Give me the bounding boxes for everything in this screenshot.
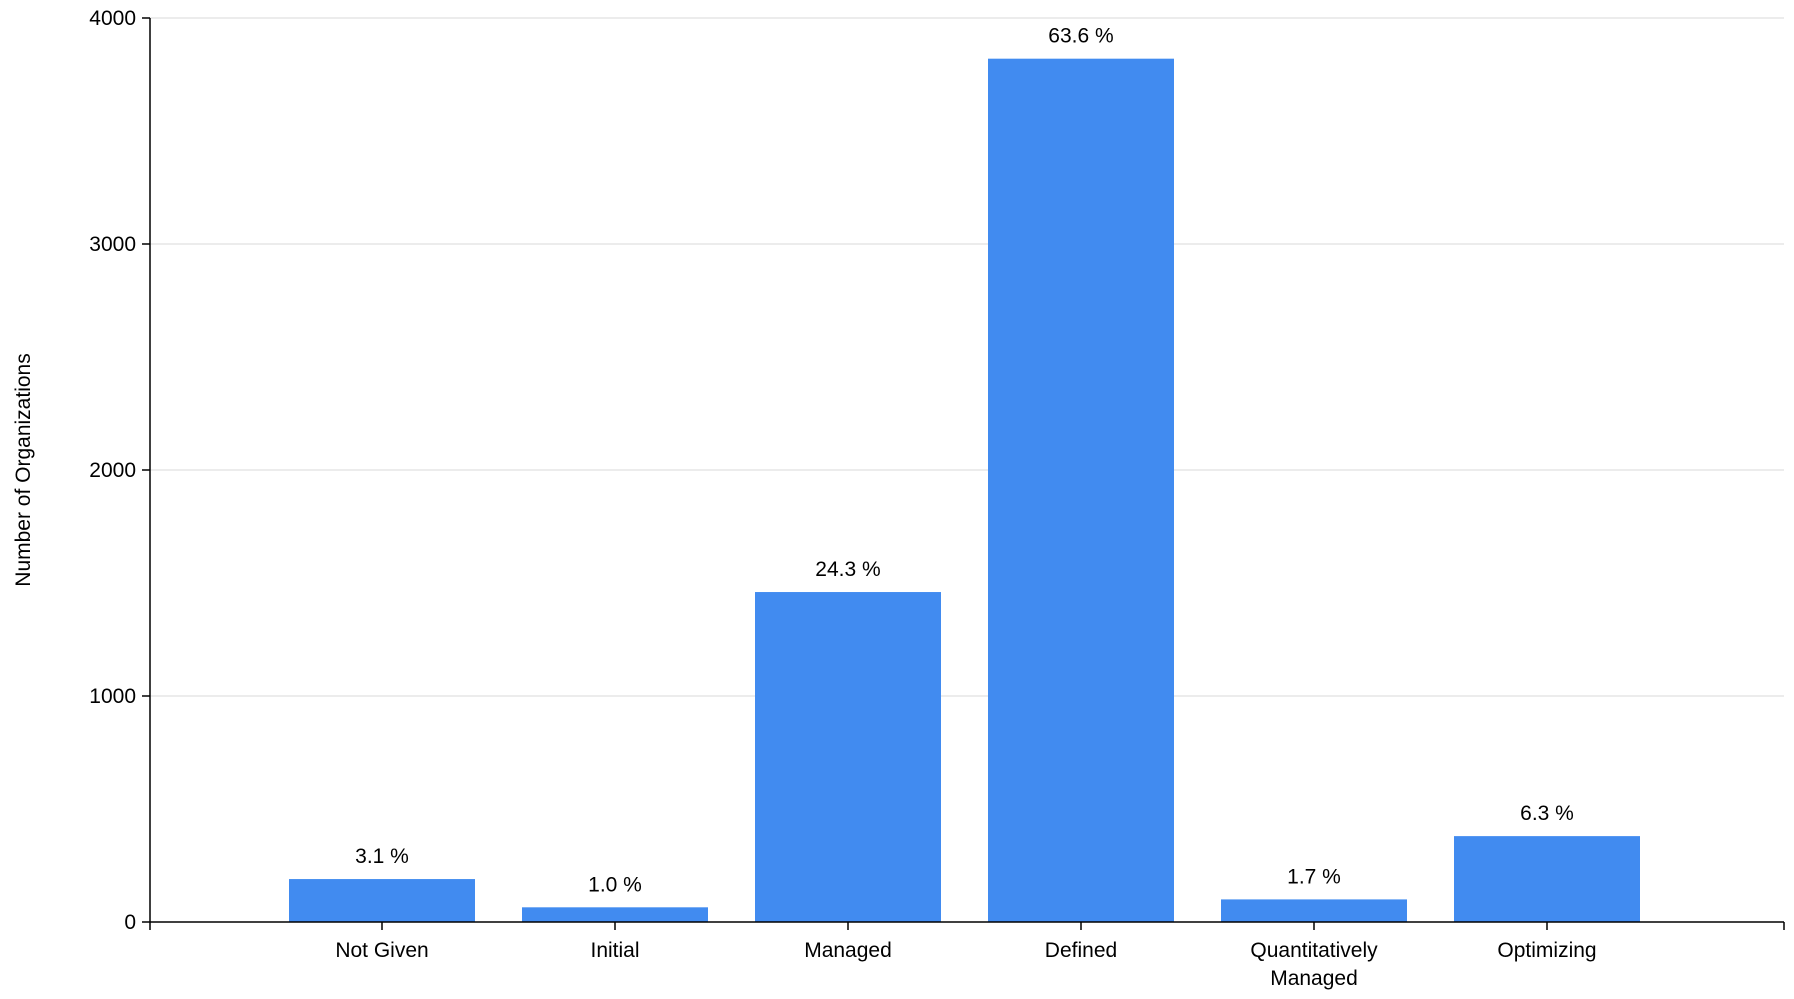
x-tick-label: Quantitatively Managed	[1250, 939, 1378, 990]
bar	[289, 879, 475, 922]
y-tick-label: 4000	[89, 7, 136, 30]
x-tick-label: Not Given	[335, 939, 428, 962]
bar-data-label: 63.6 %	[1048, 25, 1113, 48]
bar	[1221, 899, 1407, 922]
bar-data-label: 1.7 %	[1287, 865, 1341, 888]
bar	[522, 907, 708, 922]
x-tick-label: Managed	[804, 939, 892, 962]
y-tick-label: 0	[124, 911, 136, 934]
labels: 0 1000 2000 3000 4000 3.1 % 1.0 % 24.3 % 63.6 % 1…	[89, 7, 1596, 990]
x-tick-label: Initial	[590, 939, 639, 962]
bar-data-label: 3.1 %	[355, 845, 409, 868]
bar	[1454, 836, 1640, 922]
bar	[755, 592, 941, 922]
y-tick-label: 1000	[89, 685, 136, 708]
axes	[142, 17, 1785, 930]
bars	[289, 58, 1640, 923]
gridlines	[150, 17, 1784, 697]
y-tick-label: 2000	[89, 459, 136, 482]
x-tick-label: Defined	[1045, 939, 1117, 962]
bar-data-label: 1.0 %	[588, 873, 642, 896]
x-tick-label: Optimizing	[1497, 939, 1596, 962]
y-tick-label: 3000	[89, 233, 136, 256]
bar-data-label: 6.3 %	[1520, 802, 1574, 825]
bar-data-label: 24.3 %	[815, 558, 880, 581]
y-axis-title: Number of Organizations	[12, 353, 35, 586]
bar	[988, 58, 1174, 923]
